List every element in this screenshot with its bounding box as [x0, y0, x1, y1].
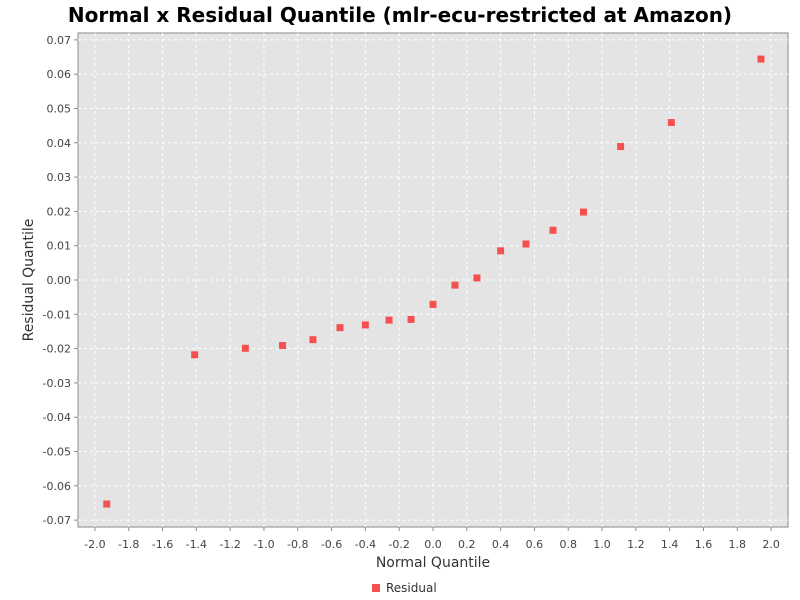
data-point — [522, 240, 530, 248]
x-tick-label: 0.0 — [424, 538, 442, 551]
legend-marker — [372, 584, 380, 592]
y-tick-label: 0.03 — [47, 171, 72, 184]
x-tick-label: 0.8 — [559, 538, 577, 551]
data-point — [549, 226, 557, 234]
x-tick-label: 1.6 — [695, 538, 713, 551]
x-tick-label: 0.4 — [492, 538, 510, 551]
x-tick-label: -1.6 — [152, 538, 173, 551]
legend-label-residual: Residual — [386, 581, 437, 595]
x-tick-label: 1.4 — [661, 538, 679, 551]
x-tick-label: -1.2 — [219, 538, 240, 551]
data-point — [336, 324, 344, 332]
x-tick-label: 0.2 — [458, 538, 476, 551]
grid-lines — [78, 33, 788, 527]
data-point — [757, 55, 765, 63]
data-point — [473, 274, 481, 282]
y-tick-label: 0.05 — [47, 102, 72, 115]
x-tick-label: -1.0 — [253, 538, 274, 551]
data-point — [361, 321, 369, 329]
data-point — [451, 281, 459, 289]
data-points — [103, 55, 765, 508]
data-point — [407, 315, 415, 323]
y-tick-label: 0.02 — [47, 205, 72, 218]
x-tick-label: -1.4 — [186, 538, 207, 551]
data-point — [617, 143, 625, 151]
x-axis-ticks: -2.0 -1.8 -1.6 -1.4 -1.2 -1.0 -0.8 -0.6 -0.4 -0.2… — [84, 527, 780, 551]
data-point — [429, 300, 437, 308]
x-tick-label: -0.8 — [287, 538, 308, 551]
y-tick-label: -0.01 — [43, 308, 71, 321]
data-point — [103, 500, 111, 508]
x-tick-label: 1.0 — [593, 538, 611, 551]
legend: Residual — [372, 581, 437, 595]
data-point — [497, 247, 505, 255]
y-tick-label: 0.06 — [47, 68, 72, 81]
x-tick-label: -2.0 — [84, 538, 105, 551]
data-point — [241, 344, 249, 352]
y-tick-label: -0.06 — [43, 480, 71, 493]
data-point — [309, 336, 317, 344]
y-tick-label: -0.03 — [43, 377, 71, 390]
y-tick-label: 0.04 — [47, 137, 72, 150]
data-point — [279, 342, 287, 350]
x-tick-label: -1.8 — [118, 538, 139, 551]
x-axis-label: Normal Quantile — [376, 555, 490, 571]
x-tick-label: -0.6 — [321, 538, 342, 551]
y-tick-label: 0.07 — [47, 34, 72, 47]
y-tick-label: 0.00 — [47, 274, 72, 287]
x-tick-label: -0.2 — [388, 538, 409, 551]
y-tick-label: -0.04 — [43, 411, 71, 424]
y-tick-label: 0.01 — [47, 240, 72, 253]
y-tick-label: -0.07 — [43, 514, 71, 527]
x-tick-label: 1.2 — [627, 538, 645, 551]
x-tick-label: 0.6 — [526, 538, 544, 551]
y-tick-label: -0.02 — [43, 343, 71, 356]
data-point — [667, 119, 675, 127]
data-point — [385, 316, 393, 324]
x-tick-label: 1.8 — [729, 538, 747, 551]
chart-title: Normal x Residual Quantile (mlr-ecu-rest… — [68, 3, 732, 27]
data-point — [191, 351, 199, 359]
y-axis-ticks: -0.07 -0.06 -0.05 -0.04 -0.03 -0.02 -0.01 0.00 0… — [43, 34, 78, 527]
y-tick-label: -0.05 — [43, 446, 71, 459]
y-axis-label: Residual Quantile — [21, 219, 37, 342]
x-tick-label: -0.4 — [355, 538, 376, 551]
data-point — [579, 208, 587, 216]
x-tick-label: 2.0 — [762, 538, 780, 551]
